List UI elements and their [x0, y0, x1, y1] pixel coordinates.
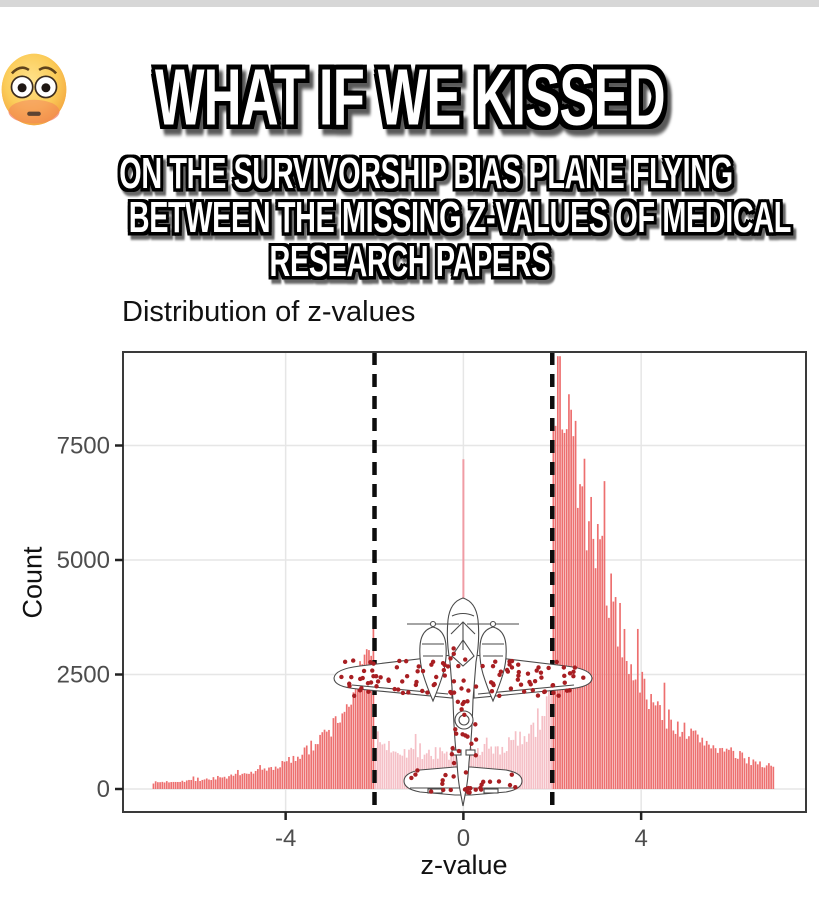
axis-ticks — [115, 444, 643, 820]
svg-text:2500: 2500 — [57, 662, 110, 689]
svg-text:5000: 5000 — [57, 547, 110, 574]
axis-tick-labels: -4 0 4 0 2500 5000 7500 — [57, 433, 648, 853]
chart-title: Distribution of z-values — [122, 296, 416, 328]
meme-subtitle-line: BETWEEN THE MISSING Z-VALUES OF MEDICAL — [128, 194, 792, 242]
svg-text:7500: 7500 — [57, 433, 110, 460]
bullet-holes — [339, 646, 586, 795]
svg-text:0: 0 — [97, 776, 110, 803]
top-strip — [0, 0, 819, 7]
x-axis-title: z-value — [420, 850, 508, 880]
meme-subtitle-line: ON THE SURVIVORSHIP BIAS PLANE FLYING — [119, 150, 733, 198]
svg-text:0: 0 — [457, 825, 470, 852]
published-z-bars — [152, 356, 775, 789]
meme-subtitle: ON THE SURVIVORSHIP BIAS PLANE FLYING BE… — [0, 150, 819, 286]
meme-title-row: WHAT IF WE KISSED — [0, 52, 819, 142]
meme-subtitle-line: RESEARCH PAPERS — [269, 238, 550, 286]
meme-title: WHAT IF WE KISSED — [154, 52, 666, 142]
svg-text:-4: -4 — [275, 825, 296, 852]
flushed-face-emoji — [1, 53, 67, 126]
svg-text:4: 4 — [634, 825, 647, 852]
significance-threshold-lines — [372, 352, 555, 812]
